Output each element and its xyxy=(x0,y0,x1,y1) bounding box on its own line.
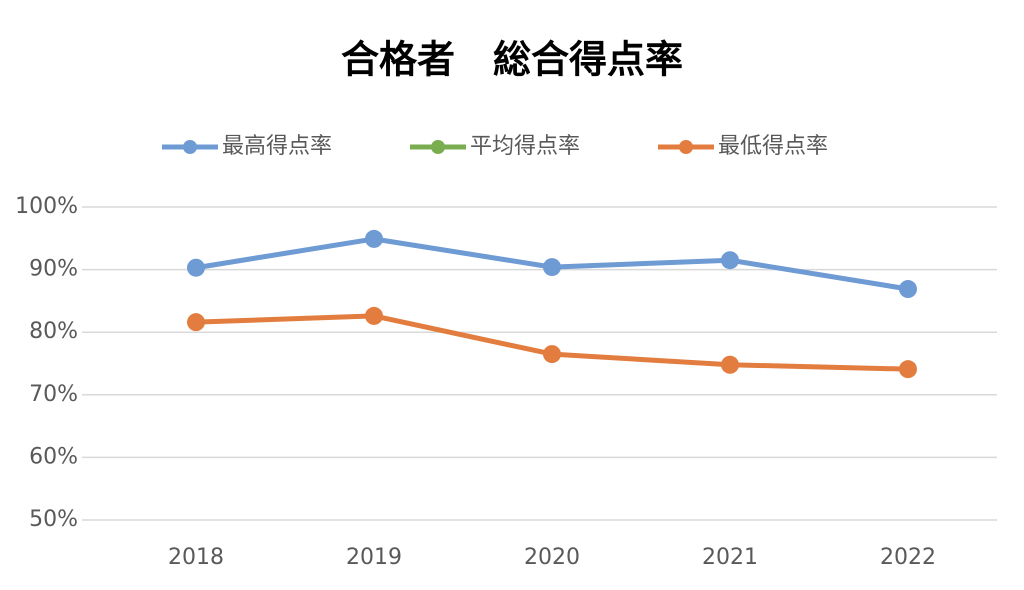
data-point xyxy=(721,355,739,374)
x-tick-label: 2020 xyxy=(524,545,580,570)
legend-marker xyxy=(679,140,693,154)
legend-label: 最高得点率 xyxy=(222,134,332,159)
data-point xyxy=(187,258,205,277)
data-point xyxy=(365,306,383,325)
data-point xyxy=(543,258,561,277)
y-tick-label: 100% xyxy=(15,194,78,219)
legend-marker xyxy=(431,140,445,154)
y-tick-label: 90% xyxy=(29,257,78,282)
y-tick-label: 80% xyxy=(29,319,78,344)
y-tick-label: 70% xyxy=(29,382,78,407)
data-point xyxy=(543,345,561,364)
data-point xyxy=(899,360,917,379)
x-tick-label: 2021 xyxy=(702,545,758,570)
chart-title: 合格者 総合得点率 xyxy=(341,38,683,82)
x-tick-label: 2019 xyxy=(346,545,402,570)
y-tick-label: 50% xyxy=(29,507,78,532)
data-point xyxy=(899,280,917,299)
legend-label: 最低得点率 xyxy=(718,134,828,159)
x-tick-label: 2018 xyxy=(168,545,224,570)
legend-label: 平均得点率 xyxy=(470,134,580,159)
data-point xyxy=(187,313,205,332)
legend-marker xyxy=(183,140,197,154)
data-point xyxy=(365,229,383,248)
data-point xyxy=(721,251,739,270)
y-tick-label: 60% xyxy=(29,444,78,469)
x-tick-label: 2022 xyxy=(880,545,936,570)
